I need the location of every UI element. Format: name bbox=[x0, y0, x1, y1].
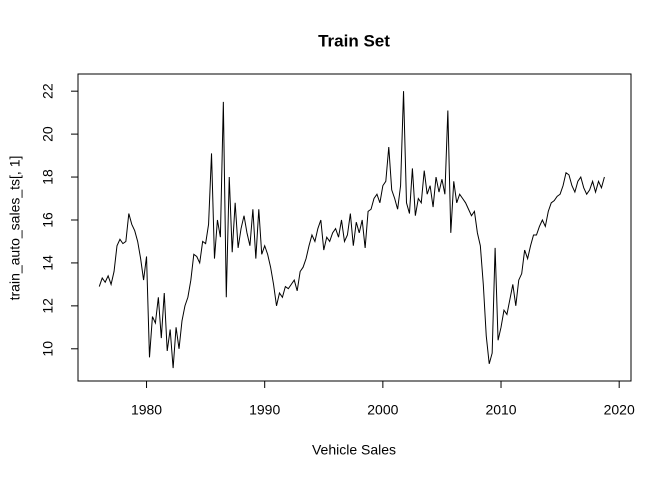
y-tick-label: 22 bbox=[40, 83, 56, 99]
y-tick-label: 12 bbox=[40, 298, 56, 314]
x-tick-label: 2020 bbox=[604, 402, 635, 418]
x-tick-label: 2010 bbox=[485, 402, 516, 418]
y-tick-label: 14 bbox=[40, 255, 56, 271]
y-tick-label: 20 bbox=[40, 126, 56, 142]
y-axis-label: train_auto_sales_ts[, 1] bbox=[7, 156, 23, 301]
x-tick-label: 1980 bbox=[131, 402, 162, 418]
x-tick-label: 2000 bbox=[367, 402, 398, 418]
series-line bbox=[98, 91, 605, 369]
y-tick-label: 16 bbox=[40, 212, 56, 228]
x-tick-label: 1990 bbox=[249, 402, 280, 418]
y-tick-label: 10 bbox=[40, 341, 56, 357]
x-axis-label: Vehicle Sales bbox=[312, 442, 396, 458]
y-tick-label: 18 bbox=[40, 169, 56, 185]
chart-title: Train Set bbox=[318, 31, 390, 50]
